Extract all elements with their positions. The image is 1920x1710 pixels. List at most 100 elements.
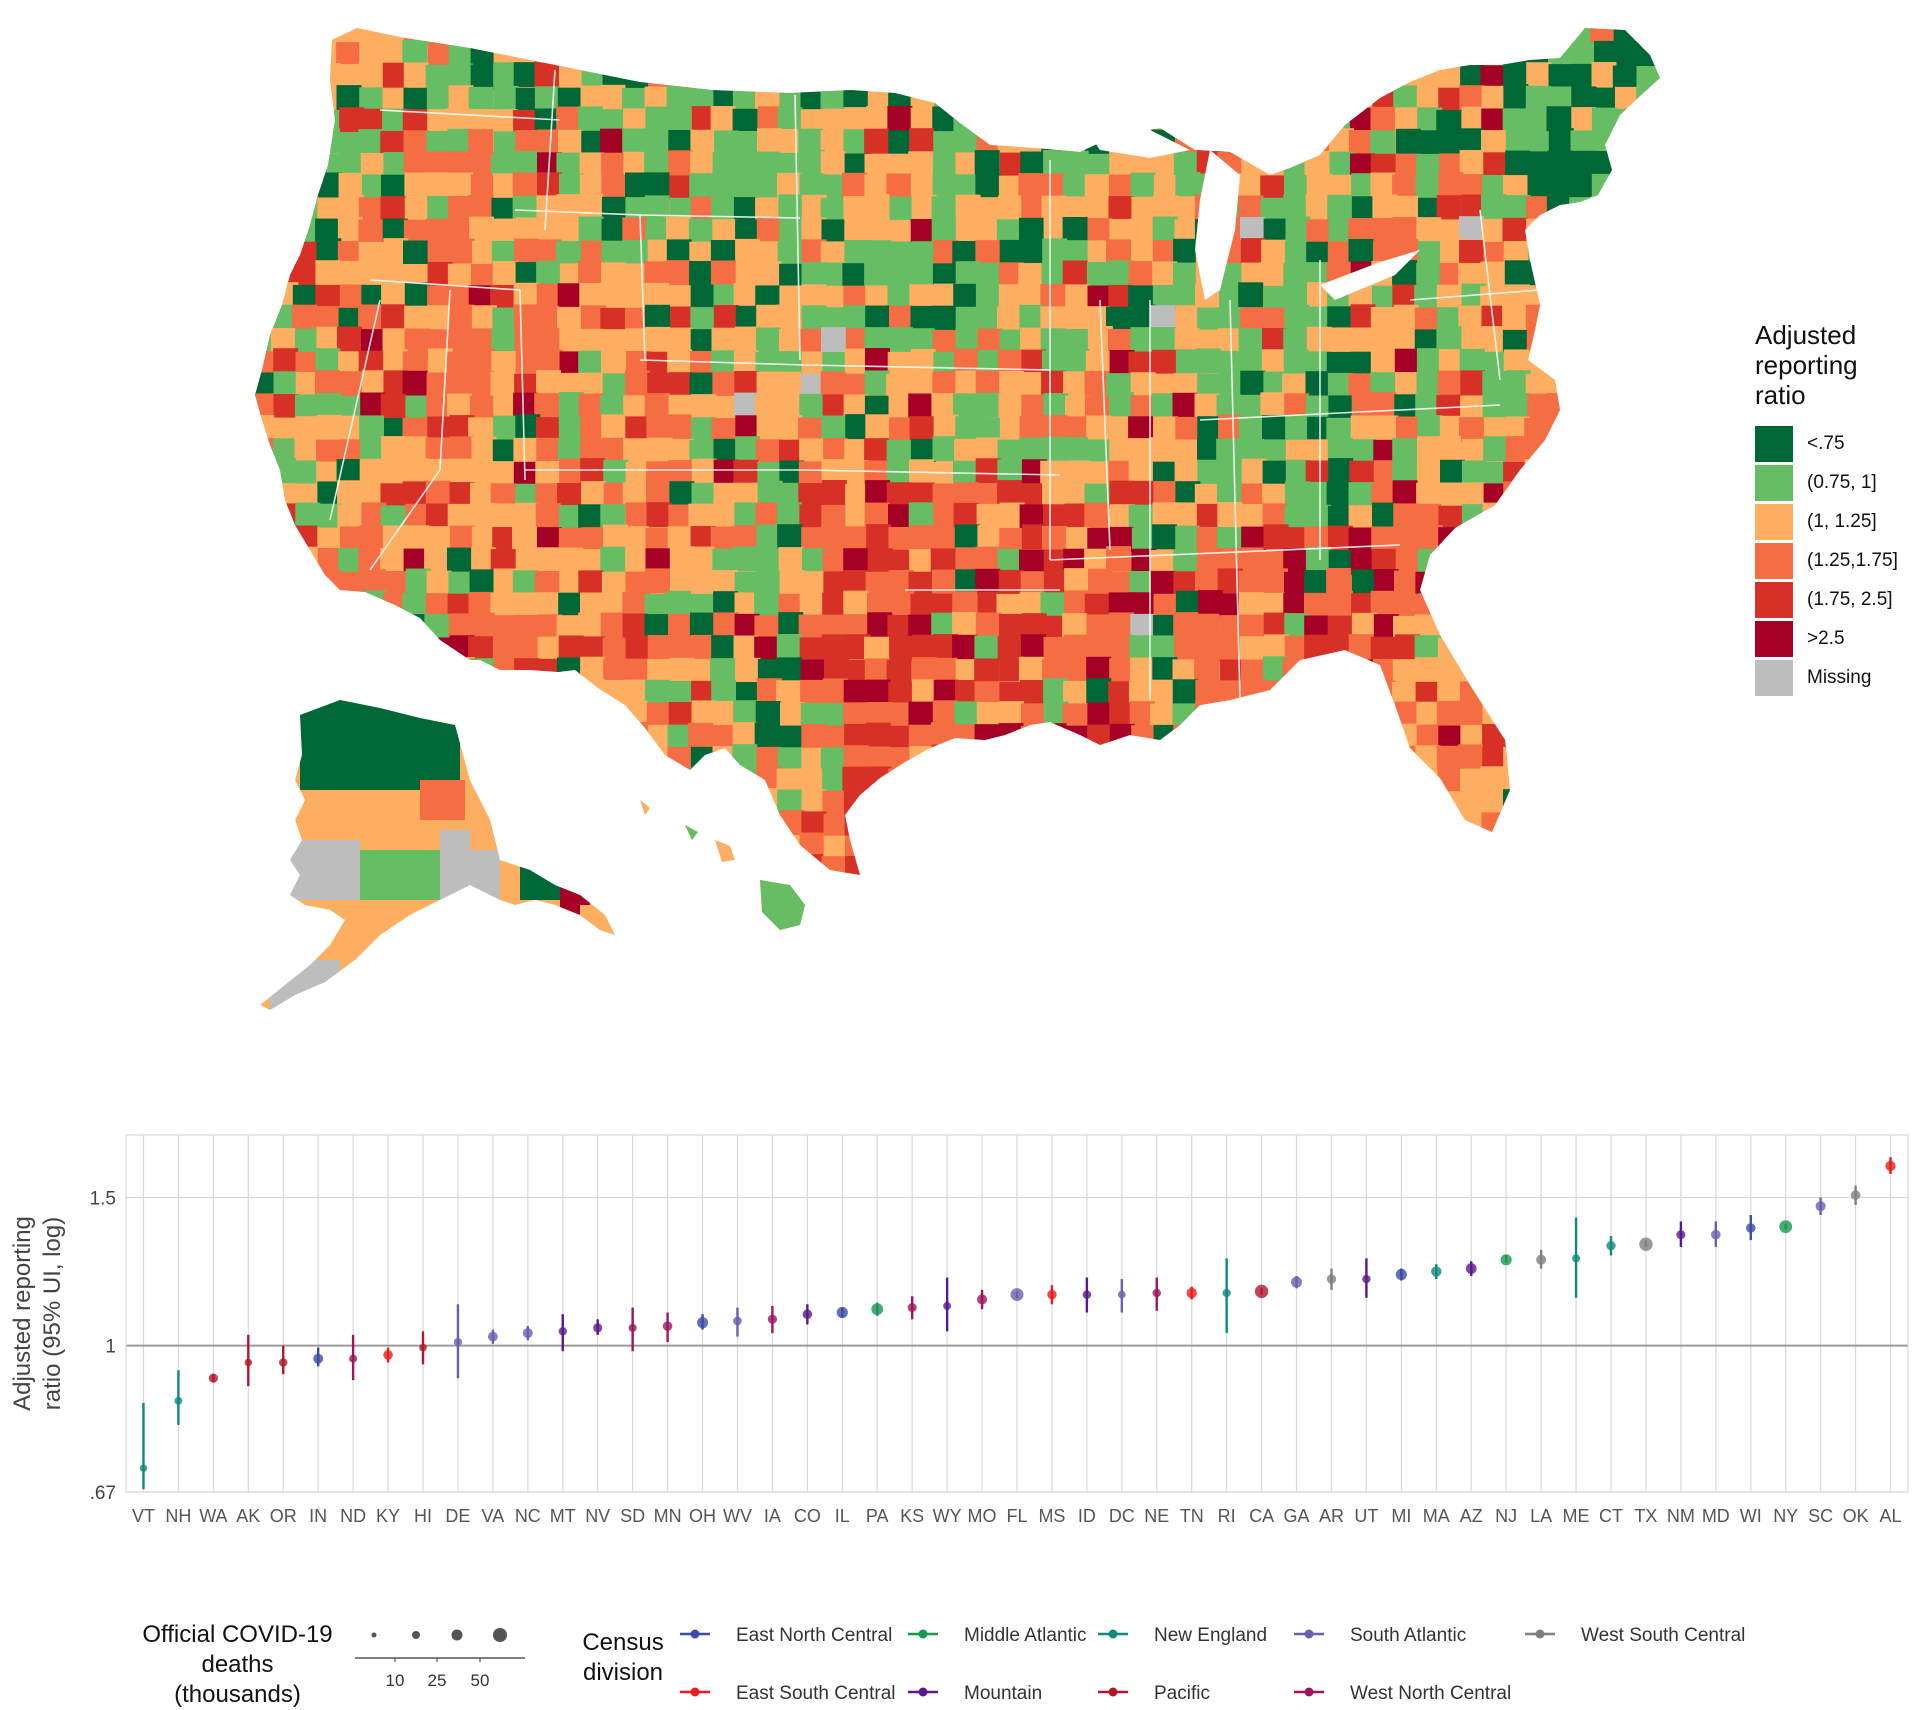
legend-item-075-1: (0.75, 1] bbox=[1755, 463, 1915, 502]
x-tick-label: NM bbox=[1667, 1506, 1695, 1526]
county-tile bbox=[403, 28, 429, 44]
x-tick-label: TN bbox=[1180, 1506, 1204, 1526]
county-tile bbox=[1527, 723, 1553, 749]
county-tile bbox=[1308, 877, 1333, 902]
point-estimate bbox=[1222, 1288, 1231, 1298]
county-tile bbox=[888, 527, 914, 552]
county-tile bbox=[255, 524, 276, 550]
county-tile bbox=[975, 240, 1001, 266]
county-tile bbox=[359, 41, 385, 67]
county-tile bbox=[1197, 637, 1223, 663]
county-tile bbox=[1328, 814, 1353, 839]
county-tile bbox=[1659, 350, 1660, 376]
county-tile bbox=[1439, 28, 1465, 45]
county-tile bbox=[647, 789, 673, 815]
county-tile bbox=[1570, 327, 1596, 353]
county-tile bbox=[999, 834, 1025, 860]
point-estimate bbox=[1362, 1274, 1371, 1284]
county-tile bbox=[380, 196, 406, 222]
county-tile bbox=[1326, 351, 1352, 377]
county-tile bbox=[513, 461, 539, 487]
size-legend-tick-label: 25 bbox=[428, 1671, 447, 1690]
county-tile bbox=[1458, 568, 1484, 594]
county-tile bbox=[1087, 702, 1113, 728]
county-tile bbox=[1549, 503, 1575, 529]
county-tile bbox=[646, 702, 672, 728]
county-tile bbox=[1128, 261, 1154, 287]
county-tile bbox=[1195, 811, 1221, 837]
x-tick-label: AR bbox=[1319, 1506, 1344, 1526]
county-tile bbox=[578, 106, 603, 132]
county-tile bbox=[999, 613, 1024, 639]
county-tile bbox=[645, 568, 670, 594]
county-tile bbox=[1238, 592, 1264, 618]
county-tile bbox=[255, 304, 275, 330]
county-tile bbox=[997, 480, 1023, 506]
county-tile bbox=[294, 43, 320, 69]
county-tile bbox=[314, 370, 340, 396]
county-tile bbox=[273, 348, 299, 374]
county-tile bbox=[1614, 812, 1639, 838]
county-tile bbox=[1373, 415, 1399, 441]
county-tile bbox=[1131, 790, 1157, 816]
county-tile bbox=[998, 877, 1023, 902]
county-tile bbox=[865, 722, 891, 748]
division-key-dot bbox=[918, 1629, 928, 1639]
county-tile bbox=[1546, 769, 1572, 795]
county-tile bbox=[338, 151, 364, 177]
county-tile bbox=[1613, 658, 1639, 684]
county-tile bbox=[1591, 703, 1617, 729]
county-tile bbox=[558, 700, 584, 726]
county-tile bbox=[1307, 810, 1333, 836]
county-tile bbox=[645, 304, 670, 330]
county-tile bbox=[1483, 549, 1509, 575]
county-tile bbox=[910, 349, 936, 374]
county-tile bbox=[1637, 724, 1660, 750]
county-tile bbox=[1109, 151, 1135, 176]
county-tile bbox=[514, 238, 540, 264]
county-tile bbox=[780, 854, 805, 875]
county-tile bbox=[1635, 195, 1660, 221]
county-tile bbox=[255, 703, 274, 729]
county-tile bbox=[1217, 832, 1243, 858]
county-tile bbox=[1636, 87, 1660, 113]
county-tile bbox=[1657, 877, 1682, 902]
county-tile bbox=[624, 658, 650, 684]
point-estimate bbox=[871, 1303, 884, 1316]
county-tile bbox=[1459, 613, 1485, 639]
point-estimate bbox=[1186, 1287, 1197, 1299]
county-tile bbox=[468, 86, 494, 112]
county-tile bbox=[1304, 62, 1330, 88]
county-tile bbox=[361, 681, 387, 707]
county-tile bbox=[1062, 64, 1088, 90]
county-tile bbox=[757, 128, 782, 154]
county-tile bbox=[293, 658, 319, 684]
county-tile bbox=[1549, 658, 1575, 683]
county-tile bbox=[1065, 527, 1091, 552]
county-tile bbox=[1612, 791, 1638, 817]
division-legend-item: Pacific bbox=[1098, 1683, 1210, 1704]
county-tile bbox=[1614, 854, 1640, 875]
county-tile bbox=[1042, 832, 1068, 858]
county-tile bbox=[1591, 62, 1617, 87]
division-key-dot bbox=[1535, 1629, 1545, 1639]
county-tile bbox=[1019, 680, 1045, 705]
county-tile bbox=[513, 636, 539, 662]
county-tile bbox=[1262, 724, 1288, 750]
county-tile bbox=[1480, 791, 1506, 816]
county-tile bbox=[777, 835, 803, 861]
county-tile bbox=[293, 681, 319, 707]
county-tile bbox=[1350, 415, 1376, 441]
county-tile bbox=[954, 438, 980, 464]
county-tile bbox=[932, 766, 958, 792]
county-tile bbox=[1327, 28, 1353, 46]
county-tile bbox=[1175, 832, 1201, 858]
county-tile bbox=[255, 263, 274, 289]
county-tile bbox=[1546, 216, 1572, 242]
county-tile bbox=[1480, 766, 1506, 792]
county-tile bbox=[1482, 371, 1508, 396]
county-tile bbox=[1172, 392, 1198, 418]
county-tile bbox=[1041, 128, 1067, 154]
x-tick-label: WA bbox=[199, 1506, 227, 1526]
